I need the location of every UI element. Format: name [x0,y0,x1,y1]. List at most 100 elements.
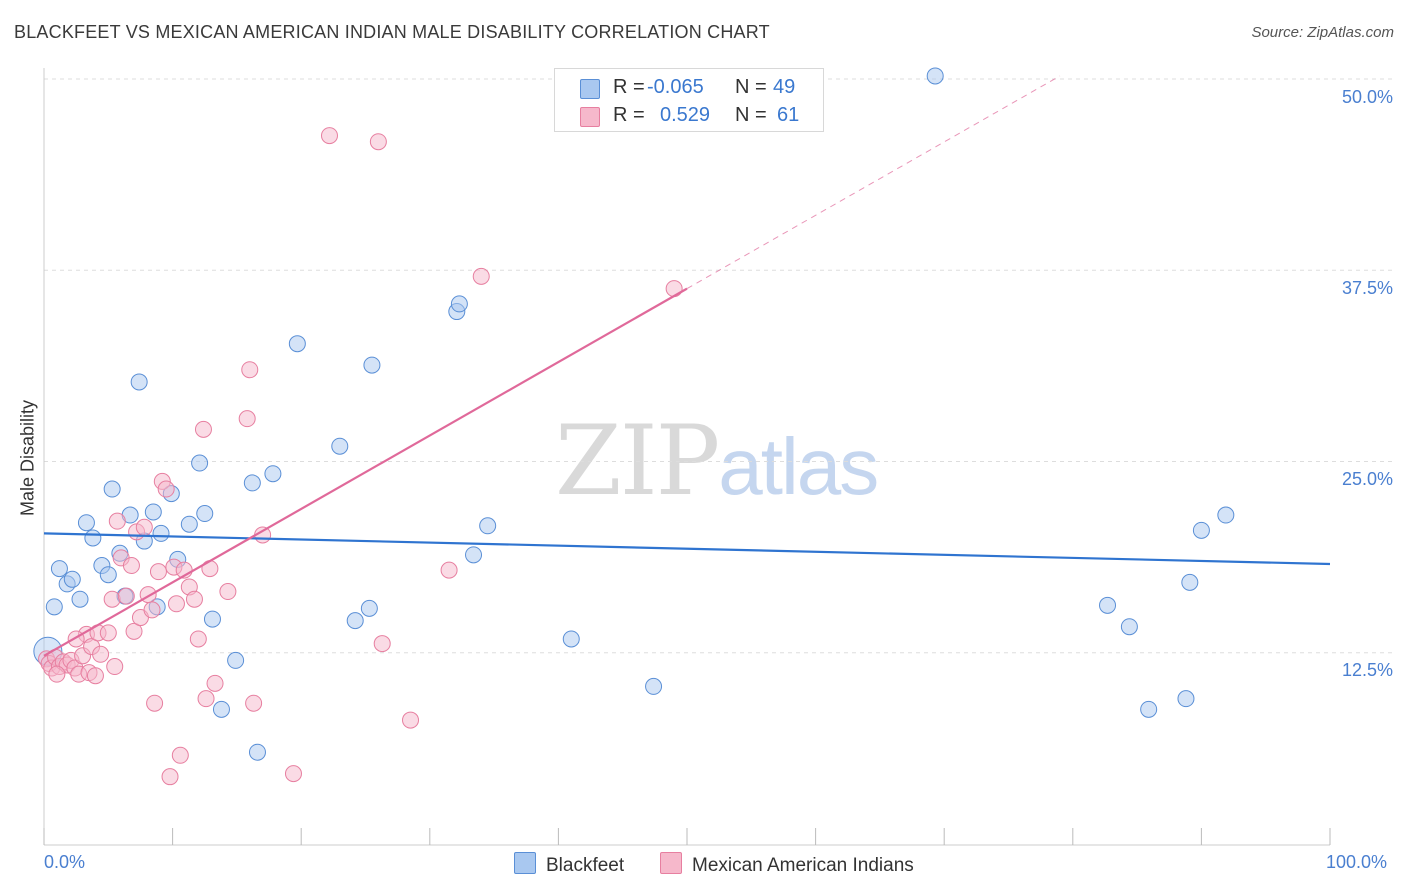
mexican-american-indians-point [86,667,104,685]
mexican-american-indians-point [206,674,224,692]
blackfeet-point [1120,618,1138,636]
mexican-american-indian-points [38,127,683,786]
mexican-american-indians-point [171,746,189,764]
blackfeet-swatch [580,79,600,99]
mexican-american-indians-point [245,694,263,712]
r-label: R = [613,104,645,126]
y-tick-label-25: 25.0% [1341,469,1393,489]
mexican-american-indians-swatch [580,107,600,127]
mexican-american-indians-point [219,583,237,601]
legend-row-mexican-american-indians: R = 0.529 N = 61 [555,101,823,129]
mexican-american-indians-point [238,410,256,428]
r-value: 0.529 [660,104,711,126]
blackfeet-point [288,335,306,353]
legend-row-blackfeet: R = -0.065 N = 49 [555,73,823,101]
mexican-american-indians-point [440,561,458,579]
mexican-american-indians-point [143,601,161,619]
mexican-american-indians-point [108,512,126,530]
blackfeet-point [1217,506,1235,524]
mexican-american-indians-point [103,590,121,608]
blackfeet-point [196,505,214,523]
blackfeet-point [71,590,89,608]
blackfeet-point [363,356,381,374]
mexican-american-indians-point [373,635,391,653]
mexican-american-indians-point [194,420,212,438]
blackfeet-point [152,524,170,542]
mexican-american-indians-point [167,595,185,613]
mexican-american-indians-legend-label: Mexican American Indians [692,855,914,876]
mexican-american-indians-point [99,624,117,642]
blackfeet-point [103,480,121,498]
mexican-american-indians-point [106,658,124,676]
mexican-american-indians-point [201,560,219,578]
blackfeet-point [212,700,230,718]
blackfeet-point [465,546,483,564]
mexican-american-indians-point [284,765,302,783]
blackfeet-legend-label: Blackfeet [546,855,625,876]
source-label: Source: ZipAtlas.com [1251,24,1394,41]
mexican-american-indians-point [320,127,338,145]
blackfeet-point [144,503,162,521]
n-value: 61 [777,104,800,126]
mexican-american-indians-point [122,557,140,575]
legend-item-blackfeet: Blackfeet [514,852,624,877]
blackfeet-point [45,598,63,616]
blackfeet-point [243,474,261,492]
blackfeet-point [227,651,245,669]
blackfeet-point [331,437,349,455]
legend-item-mexican-american-indians: Mexican American Indians [660,852,914,877]
blackfeet-point [645,677,663,695]
mexican-american-indians-point [125,622,143,640]
blackfeet-point [63,570,81,588]
blackfeet-point [99,566,117,584]
blackfeet-point [77,514,95,532]
blackfeet-point [50,560,68,578]
blackfeet-point [203,610,221,628]
y-tick-label-50: 50.0% [1341,87,1393,107]
blackfeet-point [130,373,148,391]
y-axis-label: Male Disability [17,399,38,517]
mexican-american-indians-point [185,590,203,608]
blackfeet-trend-line [43,532,1331,566]
blackfeet-point [191,454,209,472]
blackfeet-point [346,612,364,630]
mexican-american-indians-point [135,518,153,536]
blackfeet-point [479,517,497,535]
mexican-american-indians-trend-line [43,287,688,657]
r-value: -0.065 [647,76,704,98]
mexican-american-indians-point [241,361,259,379]
mexican-american-indians-point [665,280,683,298]
mexican-american-indians-point [197,690,215,708]
mexican-american-indians-point [157,480,175,498]
mexican-american-indians-trend-extension [686,75,1061,290]
blackfeet-point [360,599,378,617]
blackfeet-point [84,529,102,547]
blackfeet-point [450,295,468,313]
chart-title: BLACKFEET VS MEXICAN AMERICAN INDIAN MAL… [14,22,770,42]
blackfeet-points [33,67,1235,761]
blackfeet-point [1140,700,1158,718]
y-tick-label-12-5: 12.5% [1341,660,1393,680]
blackfeet-legend-swatch [514,852,536,874]
blackfeet-point [1099,596,1117,614]
mexican-american-indians-point [117,587,135,605]
blackfeet-point [1192,521,1210,539]
mexican-american-indians-point [146,694,164,712]
blackfeet-point [926,67,944,85]
blackfeet-point [248,743,266,761]
x-tick-label-0: 0.0% [44,852,86,872]
mexican-american-indians-point [48,665,66,683]
r-label: R = [613,76,645,98]
mexican-american-indians-point [161,768,179,786]
blackfeet-point [1177,690,1195,708]
watermark-atlas: atlas [718,422,879,511]
x-tick-label-100: 100.0% [1326,852,1388,872]
blackfeet-point [180,515,198,533]
blackfeet-point [1181,573,1199,591]
mexican-american-indians-point [472,267,490,285]
n-label: N = [735,76,767,98]
n-label: N = [735,104,767,126]
axes [43,68,1331,846]
blackfeet-point [562,630,580,648]
